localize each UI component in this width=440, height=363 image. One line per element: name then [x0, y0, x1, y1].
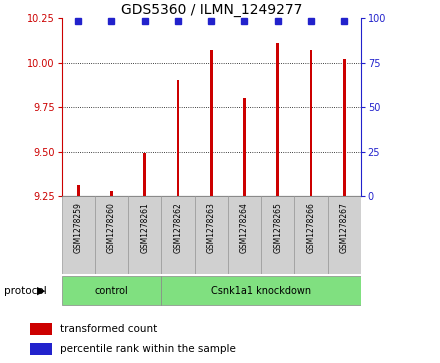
- Text: protocol: protocol: [4, 286, 47, 296]
- Bar: [95, 196, 128, 274]
- Bar: [30, 343, 52, 355]
- Bar: [62, 196, 95, 274]
- Text: GSM1278264: GSM1278264: [240, 202, 249, 253]
- Bar: [210, 50, 213, 196]
- Bar: [343, 59, 345, 196]
- Bar: [161, 276, 361, 305]
- Bar: [77, 185, 80, 196]
- Text: GSM1278265: GSM1278265: [273, 202, 282, 253]
- Bar: [194, 196, 228, 274]
- Text: Csnk1a1 knockdown: Csnk1a1 knockdown: [211, 286, 311, 296]
- Text: GSM1278267: GSM1278267: [340, 202, 348, 253]
- Bar: [110, 191, 113, 196]
- Bar: [176, 80, 179, 196]
- Bar: [143, 153, 146, 196]
- Text: control: control: [95, 286, 128, 296]
- Bar: [327, 196, 361, 274]
- Text: transformed count: transformed count: [60, 324, 158, 334]
- Bar: [30, 323, 52, 335]
- Text: GSM1278260: GSM1278260: [107, 202, 116, 253]
- Text: GSM1278259: GSM1278259: [74, 202, 83, 253]
- Bar: [261, 196, 294, 274]
- Bar: [228, 196, 261, 274]
- Bar: [294, 196, 327, 274]
- Text: GSM1278266: GSM1278266: [306, 202, 315, 253]
- Text: percentile rank within the sample: percentile rank within the sample: [60, 344, 236, 354]
- Title: GDS5360 / ILMN_1249277: GDS5360 / ILMN_1249277: [121, 3, 302, 17]
- Bar: [243, 98, 246, 196]
- Text: GSM1278261: GSM1278261: [140, 202, 149, 253]
- Text: GSM1278262: GSM1278262: [173, 202, 183, 253]
- Text: ▶: ▶: [37, 286, 46, 296]
- Bar: [276, 43, 279, 196]
- Bar: [62, 276, 161, 305]
- Bar: [310, 50, 312, 196]
- Bar: [161, 196, 194, 274]
- Text: GSM1278263: GSM1278263: [207, 202, 216, 253]
- Bar: [128, 196, 161, 274]
